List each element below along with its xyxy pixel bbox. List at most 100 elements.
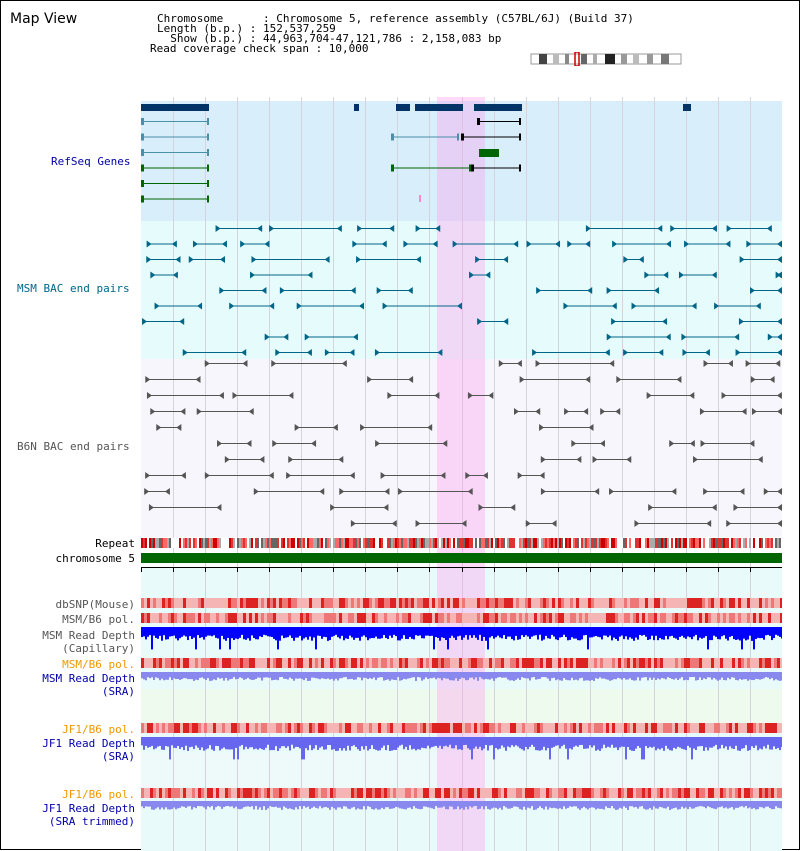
msm-pol-cell — [333, 613, 336, 623]
jf1-pol-cell — [522, 723, 525, 733]
jf1-depth-trim-bar — [731, 801, 733, 808]
track-label-msm-b6-pol-2[interactable]: MSM/B6 pol. — [62, 658, 135, 671]
repeat-mark — [535, 538, 537, 548]
msm-pol-cell — [330, 613, 333, 623]
jf1-depth-sra-bar — [675, 737, 677, 749]
jf1-depth-trim-bar — [385, 801, 387, 808]
jf1-depth-sra-bar — [747, 737, 749, 751]
msm-pol-cell — [693, 613, 696, 623]
jf1-depth-sra-bar — [449, 737, 451, 745]
msm-depth-cap-bar — [761, 627, 763, 639]
jf1-pol-cell — [201, 723, 204, 733]
msm-depth-sra-bar — [775, 672, 777, 680]
track-label-refseq[interactable]: RefSeq Genes — [51, 155, 131, 168]
track-label-b6n-bac[interactable]: B6N BAC end pairs — [17, 440, 130, 453]
jf1-pol2-cell — [279, 788, 282, 798]
msm-depth-cap-bar — [183, 627, 185, 636]
msm-pol-cell — [375, 613, 378, 623]
jf1-depth-sra-bar — [313, 737, 315, 749]
jf1-depth-trim-bar — [399, 801, 401, 809]
msm-pol-cell — [411, 613, 414, 623]
jf1-depth-trim-bar — [345, 801, 347, 807]
jf1-depth-sra-bar — [191, 737, 193, 747]
jf1-depth-sra-bar — [305, 737, 307, 749]
b6n-bac-pair-end — [339, 488, 345, 495]
jf1-pol-cell — [462, 723, 465, 733]
msm-depth-sra-bar — [691, 672, 693, 678]
chromosome-ideogram[interactable] — [529, 52, 685, 66]
repeat-mark — [551, 538, 553, 548]
jf1-depth-trim-bar — [507, 801, 509, 809]
msm-depth-cap-bar — [455, 627, 457, 640]
jf1-depth-trim-bar — [283, 801, 285, 807]
msm-pol2-cell — [639, 658, 642, 668]
msm-depth-cap-bar — [501, 627, 503, 639]
jf1-depth-sra-bar — [481, 737, 483, 751]
jf1-depth-trim-bar — [451, 801, 453, 807]
dbsnp-cell — [687, 598, 690, 608]
jf1-pol-cell — [510, 723, 513, 733]
track-label-jf1-b6-pol-1[interactable]: JF1/B6 pol. — [62, 723, 135, 736]
msm-pol2-cell — [687, 658, 690, 668]
dbsnp-cell — [558, 598, 561, 608]
b6n-bac-pair-end — [146, 392, 152, 399]
track-label-jf1-depth-trim[interactable]: JF1 Read Depth — [42, 802, 135, 815]
dbsnp-cell — [621, 598, 624, 608]
jf1-depth-sra-bar — [283, 737, 285, 747]
jf1-pol-cell — [777, 723, 780, 733]
dbsnp-cell — [606, 598, 609, 608]
jf1-depth-trim-bar — [395, 801, 397, 807]
msm-depth-cap-bar — [417, 627, 419, 636]
jf1-depth-trim-bar — [365, 801, 367, 810]
track-label-jf1-depth-sra[interactable]: JF1 Read Depth — [42, 737, 135, 750]
b6n-bac-pair-end — [218, 392, 224, 399]
dbsnp-cell — [537, 598, 540, 608]
jf1-pol2-cell — [393, 788, 396, 798]
msm-depth-cap-bar — [343, 627, 345, 641]
genome-tracks-svg[interactable] — [141, 97, 782, 851]
msm-bac-pair-end — [352, 240, 358, 248]
msm-pol2-cell — [483, 658, 486, 668]
jf1-pol2-cell — [606, 788, 609, 798]
jf1-pol-cell — [300, 723, 303, 733]
msm-pol-cell — [141, 613, 144, 623]
jf1-depth-sra-bar — [261, 737, 263, 750]
jf1-depth-sra-bar — [245, 737, 247, 747]
track-label-msm-b6-pol-1[interactable]: MSM/B6 pol. — [62, 613, 135, 626]
track-label-msm-bac[interactable]: MSM BAC end pairs — [17, 282, 130, 295]
msm-pol-cell — [558, 613, 561, 623]
jf1-pol-cell — [222, 723, 225, 733]
track-label-dbsnp[interactable]: dbSNP(Mouse) — [55, 598, 135, 611]
jf1-depth-sra-bar — [351, 737, 353, 747]
jf1-depth-trim-bar — [515, 801, 517, 807]
jf1-depth-sra-bar — [531, 737, 533, 745]
msm-depth-sra-bar — [141, 672, 143, 679]
b6n-bac-pair-end — [535, 360, 541, 367]
dbsnp-cell — [684, 598, 687, 608]
track-label-jf1-b6-pol-2[interactable]: JF1/B6 pol. — [62, 788, 135, 801]
msm-pol-cell — [717, 613, 720, 623]
jf1-pol-cell — [351, 723, 354, 733]
msm-depth-sra-bar — [237, 672, 239, 679]
genome-track-area[interactable] — [141, 97, 782, 851]
dbsnp-cell — [648, 598, 651, 608]
dbsnp-cell — [270, 598, 273, 608]
repeat-mark — [587, 538, 589, 548]
msm-depth-cap-bar — [535, 627, 537, 636]
msm-depth-sra-bar — [213, 672, 215, 680]
jf1-depth-trim-bar — [561, 801, 563, 810]
jf1-depth-trim-bar — [463, 801, 465, 810]
msm-pol-cell — [753, 613, 756, 623]
msm-pol2-cell — [414, 658, 417, 668]
track-label-msm-depth-cap[interactable]: MSM Read Depth — [42, 629, 135, 642]
jf1-depth-sra-bar — [297, 737, 299, 747]
dbsnp-cell — [420, 598, 423, 608]
msm-pol-cell — [516, 613, 519, 623]
dbsnp-cell — [150, 598, 153, 608]
jf1-depth-trim-bar — [587, 801, 589, 810]
msm-depth-cap-bar — [625, 627, 627, 637]
dbsnp-cell — [456, 598, 459, 608]
jf1-pol2-cell — [666, 788, 669, 798]
track-label-msm-depth-sra[interactable]: MSM Read Depth — [42, 672, 135, 685]
msm-pol2-cell — [702, 658, 705, 668]
